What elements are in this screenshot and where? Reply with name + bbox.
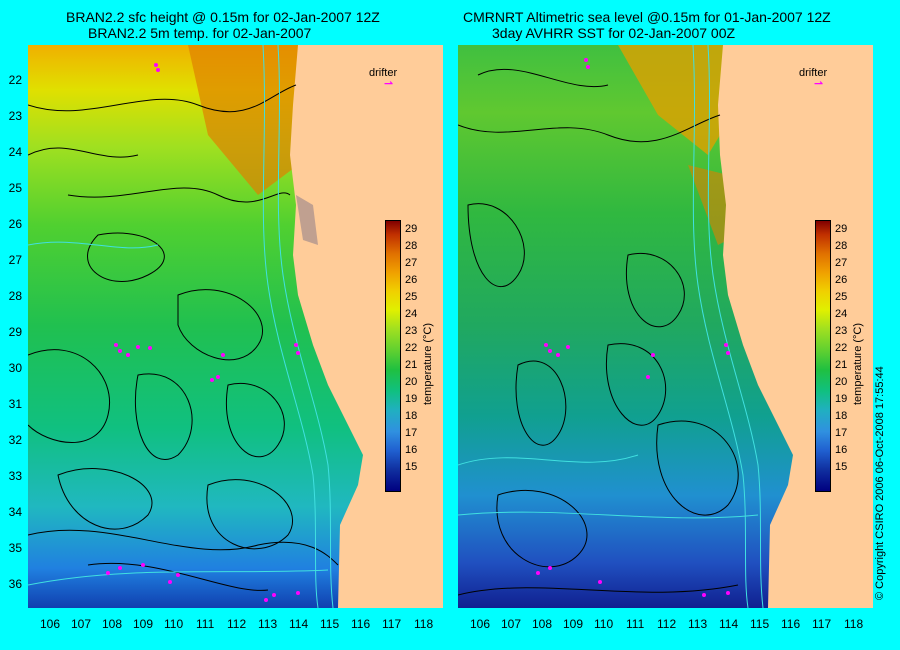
left-colorbar <box>385 220 401 492</box>
left-colorbar-title: temperature (°C) <box>422 322 434 405</box>
right-drifter-points <box>536 58 730 597</box>
right-title-line1: CMRNRT Altimetric sea level @0.15m for 0… <box>463 9 831 25</box>
copyright-text: © Copyright CSIRO 2006 06-Oct-2008 17:55… <box>874 366 886 600</box>
right-colorbar-title: temperature (°C) <box>852 322 864 405</box>
longitude-axis-left: 106 107 108 109 110 111 112 113 114 115 … <box>40 617 434 631</box>
right-map-panel: drifter ⇀ 29 28 27 26 25 24 23 22 21 20 … <box>458 45 873 608</box>
left-map-panel: drifter ⇀ 29 28 27 26 25 24 23 22 21 20 … <box>28 45 443 608</box>
longitude-axis-right: 106 107 108 109 110 111 112 113 114 115 … <box>470 617 864 631</box>
left-title-line2: BRAN2.2 5m temp. for 02-Jan-2007 <box>88 25 312 41</box>
left-title-line1: BRAN2.2 sfc height @ 0.15m for 02-Jan-20… <box>66 9 380 25</box>
right-drifter-label: drifter <box>799 67 828 79</box>
left-drifter-points <box>106 63 300 602</box>
left-sst-field <box>28 45 443 608</box>
left-drifter-label: drifter <box>369 67 398 79</box>
right-title-line2: 3day AVHRR SST for 02-Jan-2007 00Z <box>492 25 736 41</box>
left-drifter-legend-icon: ⇀ <box>384 78 394 90</box>
right-drifter-legend-icon: ⇀ <box>814 78 824 90</box>
right-colorbar <box>815 220 831 492</box>
right-land <box>718 45 873 608</box>
left-land <box>290 45 443 608</box>
right-sst-field <box>458 45 873 608</box>
